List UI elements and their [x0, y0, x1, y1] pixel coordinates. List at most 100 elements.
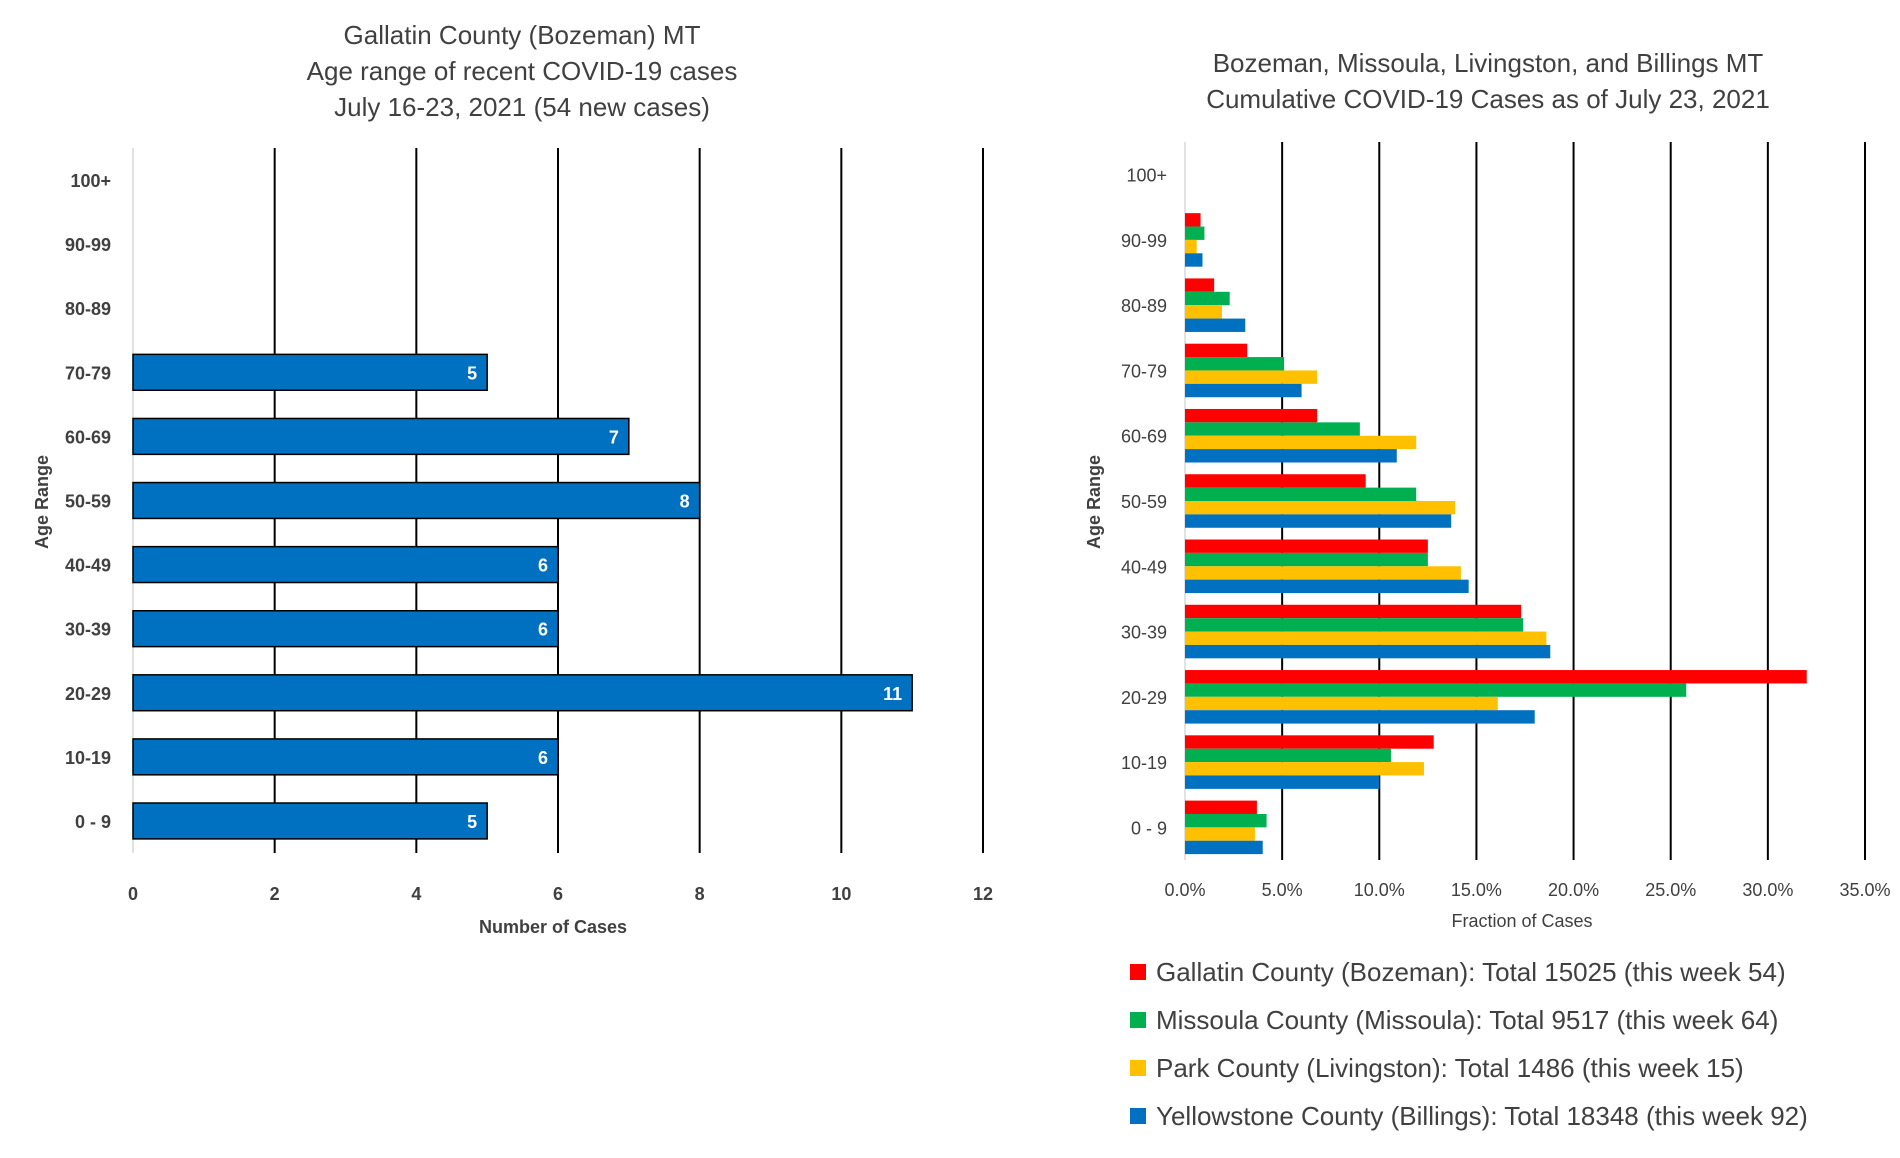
right-bar-90-99-series-0 [1185, 213, 1201, 227]
right-chart-title-line-2: Cumulative COVID-19 Cases as of July 23,… [1206, 84, 1770, 114]
right-category-label-70-79: 70-79 [1121, 361, 1167, 381]
left-chart-y-axis-label: Age Range [32, 455, 52, 549]
right-category-label-10-19: 10-19 [1121, 753, 1167, 773]
right-bar-90-99-series-2 [1185, 239, 1197, 254]
left-x-tick-label: 6 [553, 884, 563, 904]
left-bar-50-59 [132, 481, 701, 520]
left-bar-70-79 [132, 353, 488, 392]
right-bar-50-59-series-0 [1185, 474, 1366, 488]
legend-item-missoula: Missoula County (Missoula): Total 9517 (… [1130, 996, 1890, 1044]
right-bar-70-79-series-2 [1185, 370, 1318, 384]
left-data-label-10-19: 6 [538, 748, 548, 768]
right-x-tick-label: 10.0% [1354, 880, 1405, 900]
right-bar-30-39-series-2 [1185, 631, 1547, 645]
right-category-label-100: 100+ [1126, 166, 1167, 186]
right-bar-80-89-series-0 [1185, 278, 1215, 292]
right-bar-60-69-series-1 [1185, 422, 1360, 436]
right-bar-10-19-series-0 [1185, 735, 1434, 749]
left-x-tick-label: 12 [973, 884, 993, 904]
right-bar-50-59-series-3 [1185, 514, 1452, 528]
right-bar-40-49-series-1 [1185, 552, 1428, 567]
left-data-label-60-69: 7 [609, 427, 619, 447]
legend-item-gallatin: Gallatin County (Bozeman): Total 15025 (… [1130, 948, 1890, 996]
right-bar-20-29-series-0 [1185, 670, 1807, 684]
legend-label-park: Park County (Livingston): Total 1486 (th… [1156, 1052, 1744, 1083]
right-chart-title-line-1: Bozeman, Missoula, Livingston, and Billi… [1213, 48, 1764, 78]
left-x-tick-label: 0 [128, 884, 138, 904]
left-chart-title-line-3: July 16-23, 2021 (54 new cases) [334, 92, 710, 122]
right-bar-80-89-series-2 [1185, 305, 1222, 319]
legend-label-yellowstone: Yellowstone County (Billings): Total 183… [1156, 1100, 1808, 1131]
left-chart-title-line-1: Gallatin County (Bozeman) MT [344, 20, 701, 50]
left-chart-x-tick-labels: 0 2 4 6 8 10 12 [128, 884, 993, 904]
left-category-label-40-49: 40-49 [65, 556, 111, 576]
legend-swatch-yellowstone [1130, 1108, 1146, 1124]
right-category-label-40-49: 40-49 [1121, 557, 1167, 577]
right-x-tick-label: 30.0% [1742, 880, 1793, 900]
left-data-label-40-49: 6 [538, 556, 548, 576]
right-bar-30-39-series-0 [1185, 604, 1522, 619]
right-chart-bars [1185, 213, 1807, 855]
left-x-tick-label: 2 [270, 884, 280, 904]
right-x-tick-label: 15.0% [1451, 880, 1502, 900]
left-bar-30-39 [132, 609, 559, 648]
left-chart-title-line-2: Age range of recent COVID-19 cases [307, 56, 738, 86]
right-bar-0-9-series-0 [1185, 800, 1257, 814]
right-bar-40-49-series-0 [1185, 539, 1428, 553]
left-data-label-70-79: 5 [467, 363, 477, 383]
right-bar-20-29-series-2 [1185, 696, 1498, 711]
right-category-label-80-89: 80-89 [1121, 296, 1167, 316]
right-bar-40-49-series-3 [1185, 579, 1469, 594]
right-x-tick-label: 35.0% [1839, 880, 1890, 900]
right-bar-10-19-series-3 [1185, 775, 1380, 789]
right-x-tick-label: 25.0% [1645, 880, 1696, 900]
right-bar-50-59-series-1 [1185, 487, 1417, 501]
left-category-label-10-19: 10-19 [65, 748, 111, 768]
right-category-label-90-99: 90-99 [1121, 231, 1167, 251]
right-chart-x-axis-label: Fraction of Cases [1451, 911, 1592, 931]
right-bar-0-9-series-1 [1185, 813, 1267, 828]
left-x-tick-label: 10 [831, 884, 851, 904]
left-category-label-50-59: 50-59 [65, 492, 111, 512]
left-category-label-0-9: 0 - 9 [75, 812, 111, 832]
right-category-label-60-69: 60-69 [1121, 427, 1167, 447]
left-x-tick-label: 8 [695, 884, 705, 904]
left-category-label-30-39: 30-39 [65, 620, 111, 640]
right-bar-60-69-series-0 [1185, 408, 1318, 423]
left-category-label-20-29: 20-29 [65, 684, 111, 704]
right-bar-60-69-series-2 [1185, 435, 1417, 450]
left-data-label-20-29: 11 [883, 684, 902, 704]
right-bar-70-79-series-1 [1185, 357, 1285, 371]
left-x-tick-label: 4 [411, 884, 421, 904]
right-bar-20-29-series-1 [1185, 683, 1687, 697]
left-data-label-0-9: 5 [467, 812, 477, 832]
right-bar-10-19-series-1 [1185, 748, 1391, 763]
right-bar-60-69-series-3 [1185, 449, 1397, 463]
right-bar-70-79-series-3 [1185, 383, 1302, 398]
right-category-label-50-59: 50-59 [1121, 492, 1167, 512]
left-bar-0-9 [132, 802, 488, 840]
right-bar-10-19-series-2 [1185, 762, 1424, 776]
right-x-tick-label: 0.0% [1164, 880, 1205, 900]
right-bar-90-99-series-3 [1185, 253, 1203, 267]
right-x-tick-label: 5.0% [1262, 880, 1303, 900]
right-bar-70-79-series-0 [1185, 343, 1248, 358]
legend-swatch-missoula [1130, 1012, 1146, 1028]
left-chart-x-axis-label: Number of Cases [479, 917, 627, 937]
left-bar-20-29 [132, 674, 913, 712]
right-category-label-30-39: 30-39 [1121, 623, 1167, 643]
left-chart-category-labels: 0 - 9 10-19 20-29 30-39 40-49 50-59 60-69 70-79… [65, 171, 111, 832]
right-bar-90-99-series-1 [1185, 226, 1205, 240]
right-bar-80-89-series-1 [1185, 291, 1230, 306]
right-x-tick-label: 20.0% [1548, 880, 1599, 900]
left-category-label-90-99: 90-99 [65, 235, 111, 255]
right-bar-0-9-series-3 [1185, 840, 1263, 855]
legend-swatch-gallatin [1130, 964, 1146, 980]
legend-item-park: Park County (Livingston): Total 1486 (th… [1130, 1044, 1890, 1092]
right-bar-50-59-series-2 [1185, 501, 1456, 515]
left-bar-40-49 [132, 545, 559, 584]
left-category-label-100: 100+ [70, 171, 111, 191]
legend-label-gallatin: Gallatin County (Bozeman): Total 15025 (… [1156, 956, 1786, 987]
